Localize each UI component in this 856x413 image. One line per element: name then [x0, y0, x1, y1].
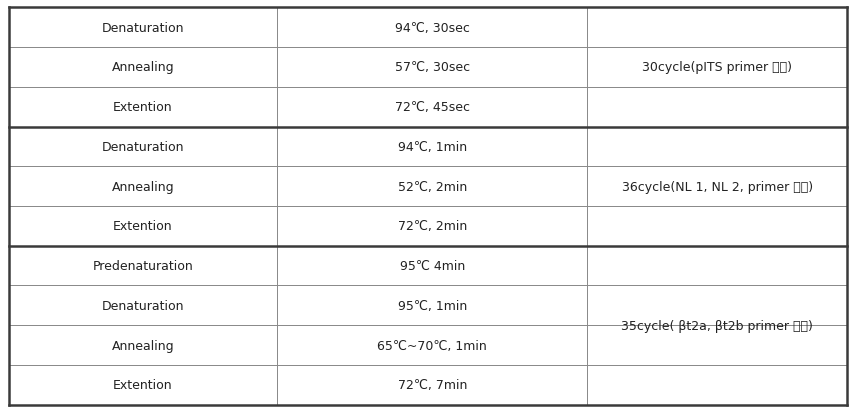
Text: Extention: Extention — [113, 220, 173, 233]
Text: Denaturation: Denaturation — [102, 140, 184, 154]
Text: Annealing: Annealing — [111, 180, 174, 193]
Text: 95℃, 1min: 95℃, 1min — [397, 299, 467, 312]
Text: 57℃, 30sec: 57℃, 30sec — [395, 61, 470, 74]
Text: Annealing: Annealing — [111, 61, 174, 74]
Text: 36cycle(NL 1, NL 2, primer 사용): 36cycle(NL 1, NL 2, primer 사용) — [621, 180, 813, 193]
Text: 35cycle( βt2a, βt2b primer 사용): 35cycle( βt2a, βt2b primer 사용) — [621, 319, 813, 332]
Text: 95℃ 4min: 95℃ 4min — [400, 259, 465, 273]
Text: Extention: Extention — [113, 378, 173, 392]
Text: Extention: Extention — [113, 101, 173, 114]
Text: Denaturation: Denaturation — [102, 299, 184, 312]
Text: 65℃~70℃, 1min: 65℃~70℃, 1min — [377, 339, 487, 352]
Text: 72℃, 45sec: 72℃, 45sec — [395, 101, 470, 114]
Text: 72℃, 2min: 72℃, 2min — [397, 220, 467, 233]
Text: 72℃, 7min: 72℃, 7min — [397, 378, 467, 392]
Text: 94℃, 1min: 94℃, 1min — [398, 140, 467, 154]
Text: Annealing: Annealing — [111, 339, 174, 352]
Text: 94℃, 30sec: 94℃, 30sec — [395, 21, 470, 35]
Text: 52℃, 2min: 52℃, 2min — [397, 180, 467, 193]
Text: Predenaturation: Predenaturation — [92, 259, 193, 273]
Text: 30cycle(pITS primer 사용): 30cycle(pITS primer 사용) — [642, 61, 793, 74]
Text: Denaturation: Denaturation — [102, 21, 184, 35]
